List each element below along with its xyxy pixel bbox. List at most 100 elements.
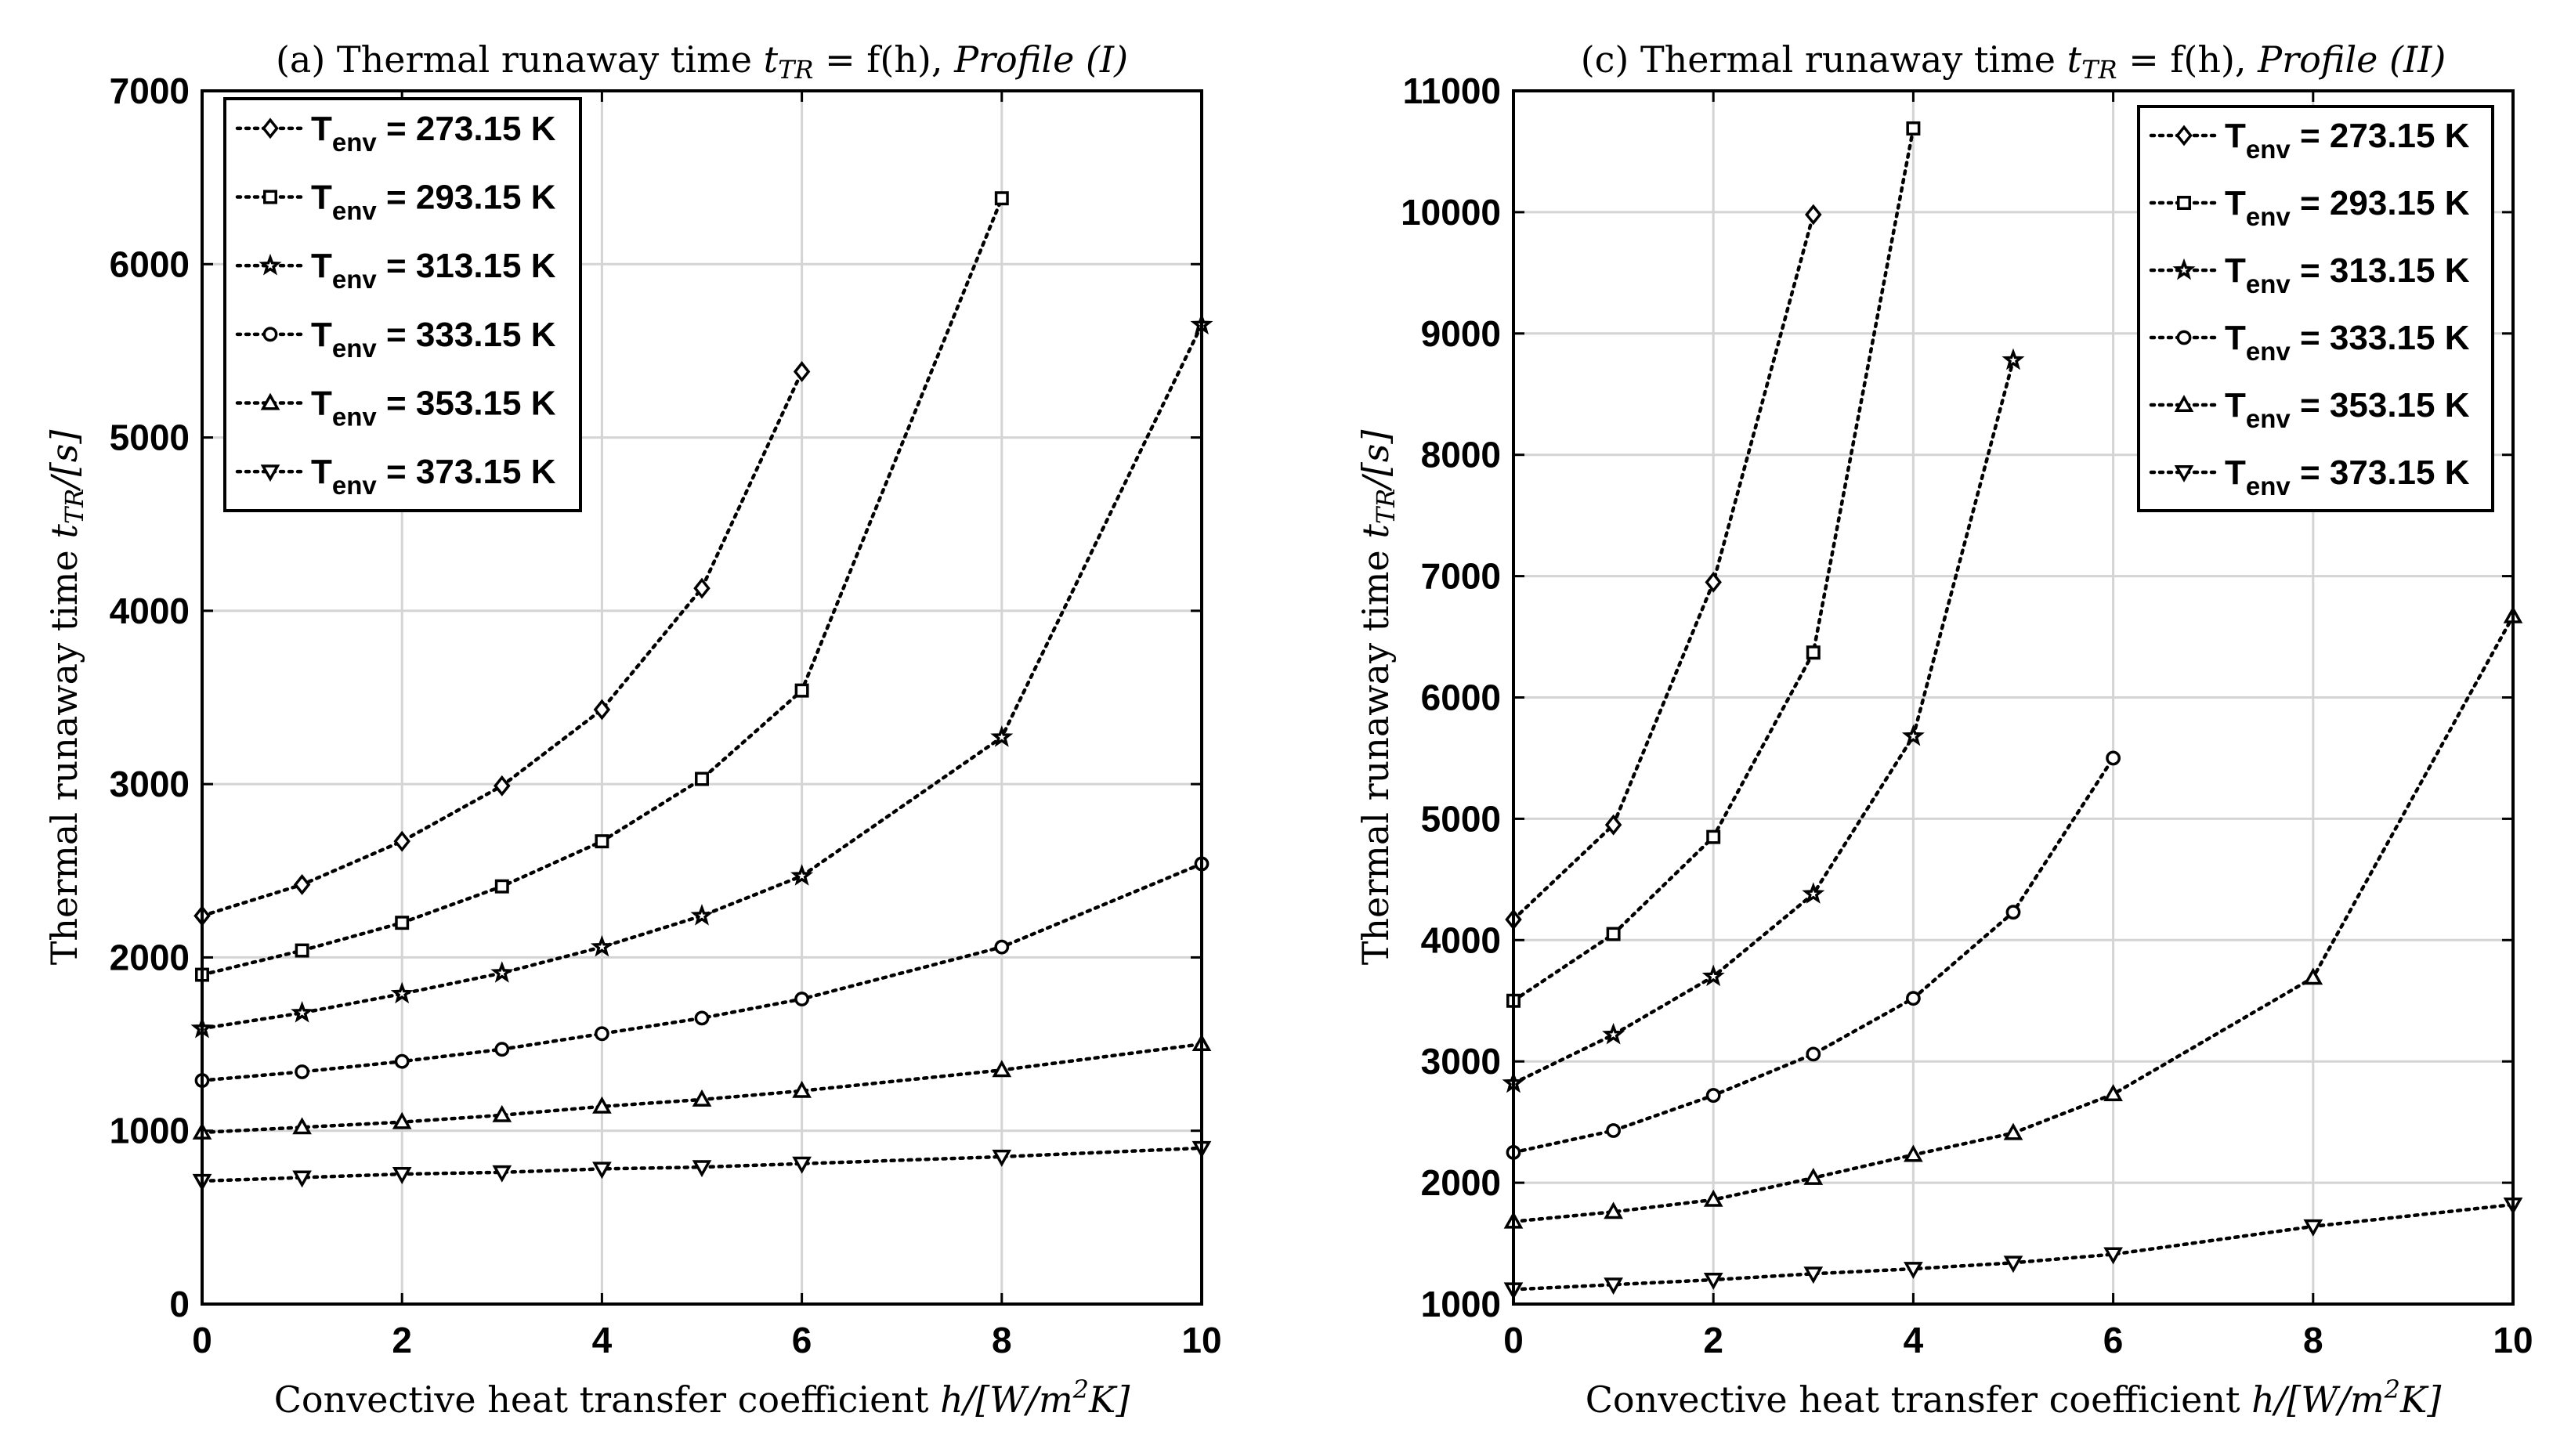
x-tick-label: 2 [1703, 1320, 1723, 1360]
x-tick-label: 0 [192, 1320, 212, 1360]
data-point [590, 934, 613, 957]
legend-entry: Tenv = 333.15 K [2225, 319, 2470, 366]
series-diamond [193, 361, 811, 927]
series-line [1511, 212, 1816, 922]
data-point [295, 1064, 310, 1079]
data-point [794, 683, 809, 698]
data-point [392, 1111, 412, 1129]
data-point [1703, 1273, 1723, 1290]
legend-box [223, 97, 582, 512]
series-triangle-down [192, 1140, 1212, 1191]
y-tick-label: 1000 [1421, 1284, 1501, 1324]
y-tick-label: 3000 [110, 764, 190, 804]
data-point [1904, 1262, 1923, 1279]
data-point [494, 775, 511, 797]
legend-box [2137, 105, 2494, 512]
legend-entry: Tenv = 353.15 K [2225, 386, 2470, 433]
x-tick-label: 0 [1503, 1320, 1524, 1360]
data-point [592, 1096, 612, 1114]
data-point [2303, 967, 2323, 985]
x-tick-label: 4 [1904, 1320, 1924, 1360]
data-point [595, 834, 609, 849]
data-point [392, 1167, 412, 1184]
data-point [494, 1042, 510, 1057]
data-point [994, 939, 1010, 955]
data-point [694, 1010, 710, 1026]
data-point [1602, 1022, 1625, 1045]
legend-entry: Tenv = 373.15 K [311, 453, 556, 500]
legend-marker [263, 190, 277, 204]
data-point [794, 992, 809, 1006]
data-point [490, 961, 514, 983]
legend-entry: Tenv = 313.15 K [311, 247, 556, 294]
y-tick-label: 4000 [1421, 919, 1501, 960]
series-circle [1506, 750, 2121, 1160]
series-triangle-up [1503, 605, 2523, 1229]
data-point [492, 1165, 512, 1183]
chart-panel-c: 0 2 4 6 8 10 1000 2000 3000 4000 5000 6000 7000 8000 9… [1354, 38, 2533, 1421]
data-point [593, 699, 611, 721]
x-axis-label: Convective heat transfer coefficient h/[… [1586, 1375, 2442, 1421]
x-tick-label: 8 [2303, 1320, 2323, 1360]
y-tick-label: 3000 [1421, 1041, 1501, 1082]
data-point [1806, 645, 1821, 660]
plot-frame [1512, 89, 2515, 1306]
legend-marker [2174, 465, 2194, 482]
data-point [1604, 1277, 1623, 1295]
chart-panel-a: 0 2 4 6 8 10 0 1000 2000 3000 4000 5000 6000 7000 (a) … [43, 38, 1222, 1421]
legend-entry: Tenv = 373.15 K [2225, 453, 2470, 500]
y-tick-label: 2000 [1421, 1162, 1501, 1203]
series-triangle-up [192, 1034, 1212, 1140]
y-tick-label: 5000 [1421, 798, 1501, 839]
data-point [990, 725, 1014, 747]
series-star [1502, 348, 2025, 1093]
legend-entry: Tenv = 313.15 K [2225, 251, 2470, 298]
plot-frame [201, 89, 1203, 1306]
data-point [394, 1053, 410, 1069]
y-tick-label: 2000 [110, 937, 190, 977]
data-point [393, 830, 410, 852]
data-point [1703, 1189, 1723, 1207]
data-point [992, 1060, 1012, 1078]
data-point [592, 1162, 612, 1180]
data-point [293, 874, 311, 895]
series-line [200, 196, 1004, 977]
series-line [1511, 358, 2016, 1086]
series-circle [194, 856, 1210, 1088]
data-point [2106, 750, 2121, 766]
y-axis-label: Thermal runaway time tTR/[s] [1354, 430, 1401, 966]
data-point [2005, 905, 2021, 920]
y-tick-label: 6000 [1421, 677, 1501, 718]
legend-marker [2177, 196, 2191, 210]
x-tick-label: 6 [2103, 1320, 2124, 1360]
data-point [1806, 1046, 1821, 1062]
legend: Tenv = 273.15 K Tenv = 293.15 K Tenv = 313… [223, 97, 582, 512]
data-point [690, 904, 714, 926]
data-point [1906, 991, 1921, 1006]
data-point [1906, 121, 1921, 135]
y-tick-label: 5000 [110, 417, 190, 458]
data-point [2001, 348, 2025, 370]
y-axis-label: Thermal runaway time tTR/[s] [43, 430, 89, 966]
data-point [595, 1026, 609, 1042]
data-point [1803, 1167, 1824, 1185]
data-point [992, 1149, 1012, 1167]
y-tick-label: 1000 [110, 1111, 190, 1151]
data-point [1701, 964, 1725, 987]
data-point [390, 981, 414, 1004]
x-tick-label: 8 [992, 1320, 1012, 1360]
data-point [1604, 1201, 1623, 1219]
legend-entry: Tenv = 353.15 K [311, 385, 556, 432]
data-point [2103, 1247, 2123, 1265]
data-point [1606, 927, 1621, 941]
x-axis-label: Convective heat transfer coefficient h/[… [274, 1375, 1130, 1421]
legend-marker [2175, 125, 2193, 146]
series-triangle-down [1503, 1198, 2523, 1300]
data-point [292, 1117, 312, 1135]
data-point [790, 864, 814, 886]
x-tick-label: 6 [792, 1320, 812, 1360]
data-point [2103, 1084, 2123, 1101]
legend-marker [262, 117, 279, 139]
data-point [2003, 1255, 2023, 1274]
x-tick-label: 2 [392, 1320, 412, 1360]
